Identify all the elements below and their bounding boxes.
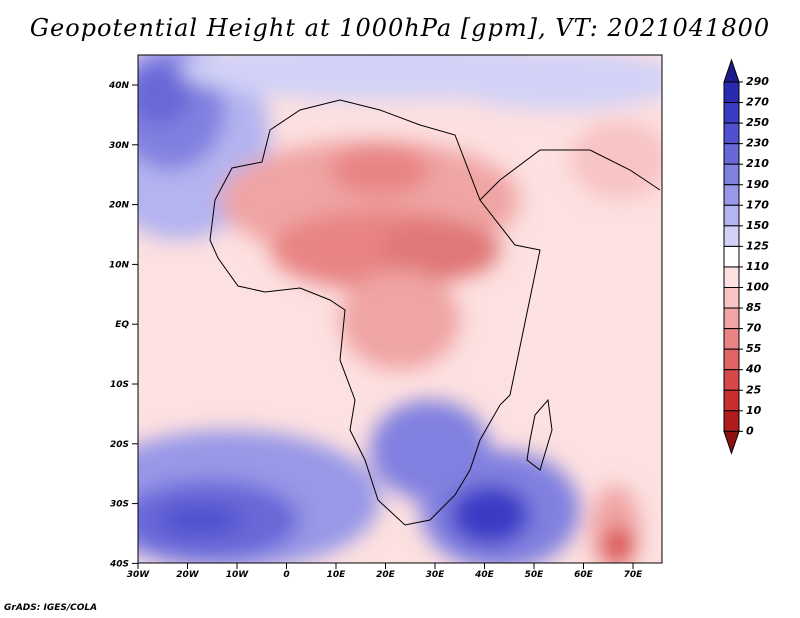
- colorbar-box: [723, 348, 740, 371]
- latitude-axis: 40N 30N 20N 10N EQ 10S 20S 30S 40S: [108, 81, 138, 569]
- lat-label: 10N: [109, 260, 130, 270]
- lat-label: 10S: [110, 380, 129, 390]
- colorbar-label: 40: [745, 363, 762, 376]
- colorbar-label: 150: [746, 219, 769, 232]
- map-frame: [137, 54, 663, 564]
- colorbar-label: 25: [746, 383, 762, 396]
- lat-label: 40S: [109, 559, 129, 569]
- lon-label: 30W: [127, 570, 151, 580]
- lat-label: 20N: [109, 201, 130, 211]
- lon-label: 20E: [376, 570, 396, 580]
- colorbar-label: 190: [746, 178, 769, 191]
- lon-label: 40E: [474, 570, 495, 580]
- lon-label: 0: [283, 570, 289, 580]
- colorbar-box: [723, 389, 740, 412]
- colorbar-label: 55: [746, 342, 762, 355]
- colorbar-top-arrow: [723, 58, 740, 83]
- colorbar: 2902702502302101901701501251101008570554…: [723, 58, 769, 455]
- map-panel: [138, 55, 662, 563]
- coastlines: [209, 99, 661, 526]
- colorbar-box: [723, 163, 740, 186]
- madagascar-coastline: [526, 398, 553, 471]
- lat-label: EQ: [115, 320, 129, 330]
- colorbar-box: [723, 102, 740, 124]
- colorbar-box: [723, 245, 740, 268]
- colorbar-label: 0: [746, 424, 754, 437]
- colorbar-box: [723, 266, 740, 289]
- colorbar-box: [723, 369, 740, 391]
- colorbar-box: [723, 307, 740, 330]
- lat-label: 30N: [109, 141, 130, 151]
- lon-label: 70E: [624, 570, 644, 580]
- colorbar-label: 170: [746, 198, 769, 211]
- colorbar-label: 210: [746, 157, 769, 170]
- colorbar-label: 250: [746, 116, 769, 129]
- arabia-coastline: [479, 149, 661, 201]
- colorbar-label: 270: [746, 96, 769, 109]
- longitude-axis: 30W 20W 10W 0 10E 20E 30E 40E 50E 60E 70E: [127, 563, 643, 580]
- colorbar-box: [723, 81, 740, 104]
- lon-label: 20W: [176, 570, 200, 580]
- lon-label: 30E: [426, 570, 446, 580]
- colorbar-label: 125: [746, 239, 769, 252]
- lon-label: 10E: [327, 570, 347, 580]
- colorbar-label: 70: [746, 322, 762, 335]
- colorbar-box: [723, 328, 740, 350]
- colorbar-box: [723, 143, 740, 165]
- chart-title: Geopotential Height at 1000hPa [gpm], VT…: [29, 14, 771, 42]
- colorbar-label: 230: [746, 137, 769, 150]
- colorbar-box: [723, 410, 740, 432]
- lat-label: 30S: [110, 500, 129, 510]
- colorbar-box: [723, 225, 740, 247]
- colorbar-box: [723, 184, 740, 206]
- colorbar-box: [723, 204, 740, 227]
- colorbar-label: 85: [746, 301, 762, 314]
- lon-label: 10W: [226, 570, 250, 580]
- lon-label: 60E: [574, 570, 594, 580]
- africa-coastline: [209, 99, 541, 526]
- colorbar-box: [723, 287, 740, 309]
- colorbar-label: 10: [746, 404, 762, 417]
- colorbar-label: 290: [746, 75, 769, 88]
- grads-credit: GrADS: IGES/COLA: [4, 603, 98, 613]
- height-shading: [138, 55, 662, 563]
- lon-label: 50E: [525, 570, 545, 580]
- lat-label: 20S: [110, 440, 129, 450]
- colorbar-label: 100: [746, 281, 769, 294]
- colorbar-label: 110: [746, 260, 769, 273]
- lat-label: 40N: [108, 81, 130, 91]
- colorbar-box: [723, 122, 740, 145]
- colorbar-bottom-arrow: [723, 430, 740, 455]
